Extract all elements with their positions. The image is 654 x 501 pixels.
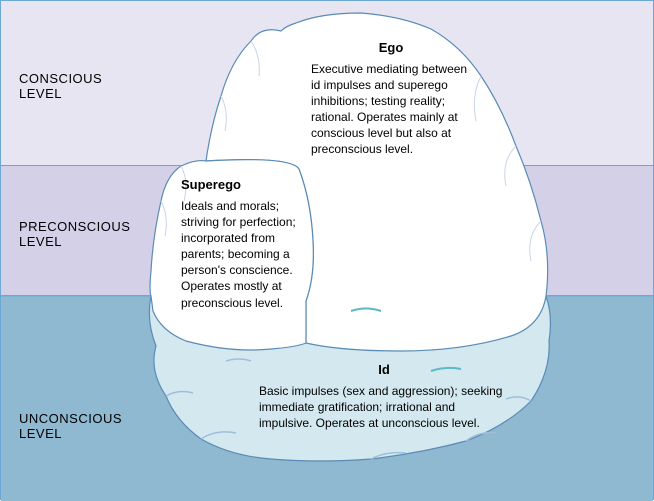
id-body: Basic impulses (sex and aggression); see… [259,383,509,432]
ego-title: Ego [311,39,471,57]
id-text: Id Basic impulses (sex and aggression); … [259,361,509,431]
superego-body: Ideals and morals; striving for perfecti… [181,198,311,311]
ego-text: Ego Executive mediating between id impul… [311,39,471,158]
superego-text: Superego Ideals and morals; striving for… [181,176,311,311]
superego-title: Superego [181,176,311,194]
diagram-container: CONSCIOUSLEVEL PRECONSCIOUSLEVEL UNCONSC… [0,0,654,500]
unconscious-level-label: UNCONSCIOUSLEVEL [19,411,122,441]
preconscious-level-label: PRECONSCIOUSLEVEL [19,219,130,249]
ego-body: Executive mediating between id impulses … [311,61,471,158]
id-title: Id [259,361,509,379]
conscious-level-label: CONSCIOUSLEVEL [19,71,102,101]
